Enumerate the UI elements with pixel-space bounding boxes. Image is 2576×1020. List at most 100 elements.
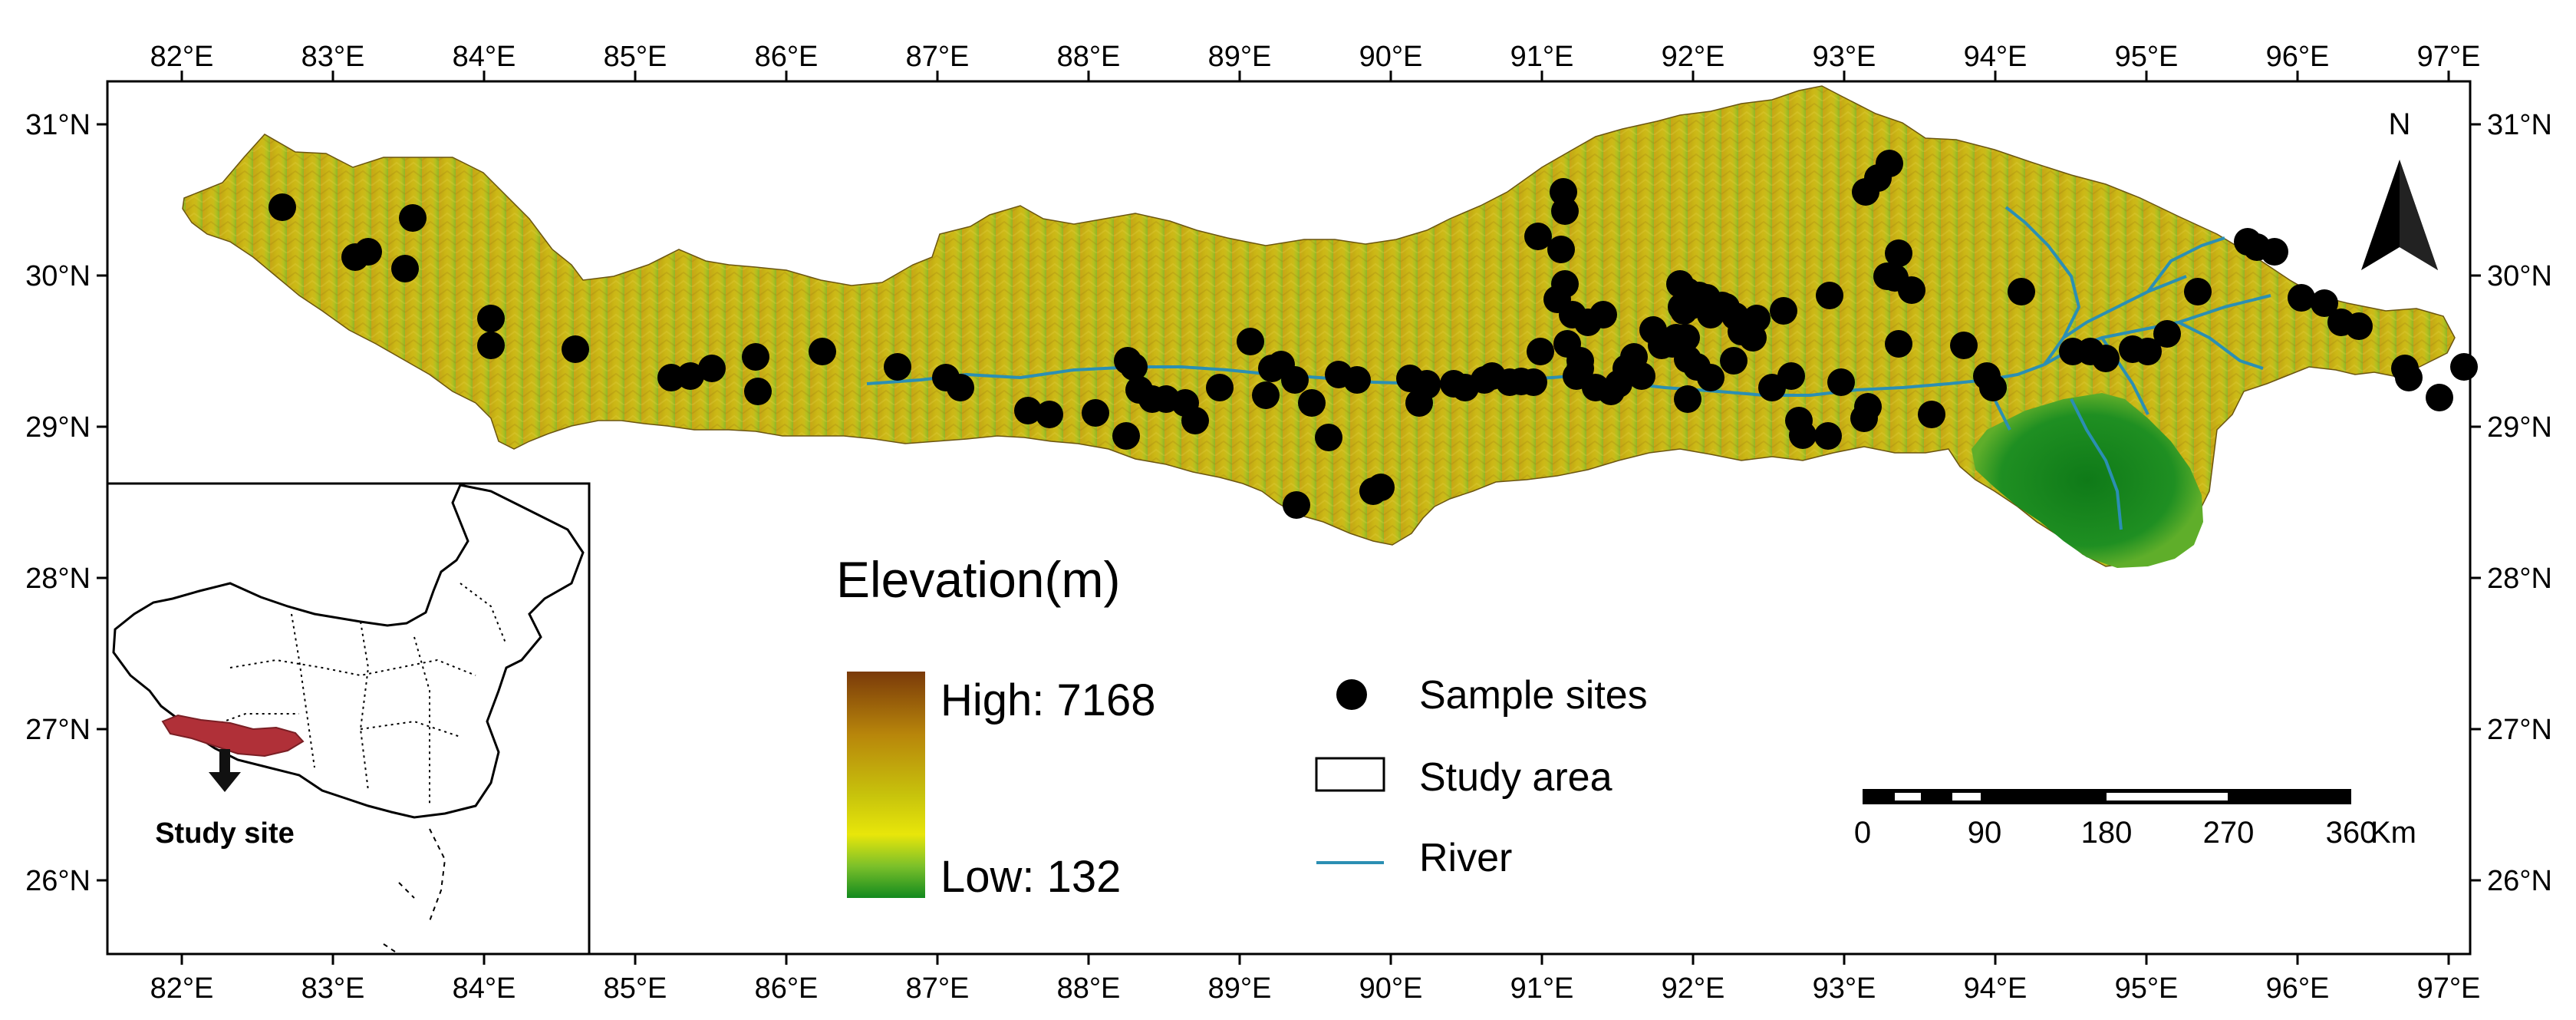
lon-label-top: 91°E (1510, 41, 1574, 73)
inset-arrow-icon (209, 749, 241, 792)
lon-label-bottom: 88°E (1057, 972, 1121, 1005)
sample-site-dot (1589, 301, 1617, 328)
sample-site-dot (2450, 353, 2478, 381)
lon-label-top: 95°E (2115, 41, 2179, 73)
sample-site-dot (1036, 401, 1063, 428)
symbol-legend: Sample sites Study area River (1315, 673, 1648, 880)
sample-site-dot (268, 193, 296, 221)
lon-label-bottom: 94°E (1964, 972, 2028, 1005)
lat-label-right: 29°N (2487, 411, 2552, 444)
lat-label-left: 26°N (25, 865, 91, 897)
sample-site-dot (1816, 282, 1843, 309)
scale-label-90: 90 (1968, 816, 2002, 850)
sample-site-symbol (1336, 679, 1367, 710)
sample-site-dot (1553, 330, 1581, 358)
sample-site-dot (1697, 364, 1724, 391)
lon-label-bottom: 96°E (2266, 972, 2330, 1005)
lat-label-left: 28°N (25, 563, 91, 595)
lon-label-bottom: 82°E (150, 972, 214, 1005)
sample-site-dot (1181, 407, 1209, 434)
sample-site-dot (1547, 236, 1575, 263)
sample-site-dot (1120, 353, 1148, 381)
sample-site-dot (1283, 491, 1310, 519)
inset-map: Study site (106, 482, 591, 956)
sample-site-dot (1413, 370, 1441, 398)
north-arrow-label: N (2389, 107, 2411, 141)
lat-label-right: 28°N (2487, 563, 2552, 595)
sample-site-dot (947, 374, 974, 401)
lon-label-top: 93°E (1813, 41, 1876, 73)
lon-label-top: 92°E (1662, 41, 1725, 73)
sample-site-dot (1014, 397, 1042, 424)
legend-river: River (1419, 836, 1512, 880)
legend-low-label: Low: 132 (940, 852, 1121, 902)
scale-bar: 0 90 180 270 360 Km (1854, 789, 2416, 850)
inset-islands (383, 828, 446, 952)
sample-site-dot (1343, 366, 1371, 394)
sample-site-dot (1777, 362, 1805, 390)
scale-label-0: 0 (1854, 816, 1871, 850)
sample-site-dot (1082, 399, 1109, 427)
lon-label-top: 88°E (1057, 41, 1121, 73)
legend-sample-sites: Sample sites (1419, 673, 1648, 718)
sample-site-dot (399, 204, 427, 232)
sample-site-dot (1720, 347, 1748, 375)
lon-label-top: 94°E (1964, 41, 2028, 73)
sample-site-dot (742, 343, 769, 371)
sample-site-dot (2288, 284, 2315, 312)
sample-site-dot (884, 353, 911, 381)
lat-label-right: 31°N (2487, 109, 2552, 141)
sample-site-dot (1520, 368, 1547, 396)
sample-site-dot (1298, 389, 1326, 417)
sample-site-dot (744, 378, 772, 405)
sample-site-dot (677, 362, 704, 390)
lon-label-bottom: 85°E (604, 972, 667, 1005)
sample-site-dot (809, 338, 836, 365)
sample-site-dot (1112, 422, 1140, 450)
sample-site-dot (1281, 366, 1309, 394)
study-area-terrain (182, 85, 2456, 567)
sample-site-dot (1252, 381, 1280, 409)
sample-site-dot (1918, 401, 1945, 428)
lon-label-bottom: 89°E (1208, 972, 1272, 1005)
sample-site-dot (1682, 289, 1709, 317)
lon-label-bottom: 87°E (906, 972, 970, 1005)
sample-site-dot (1814, 422, 1842, 450)
sample-site-dot (562, 335, 589, 363)
sample-site-dot (1743, 305, 1771, 332)
scale-label-270: 270 (2203, 816, 2255, 850)
sample-site-dot (1315, 424, 1342, 451)
sample-site-dot (2134, 338, 2162, 365)
sample-site-dot (2092, 345, 2120, 372)
north-arrow: N (2361, 107, 2438, 270)
elevation-legend: Elevation(m) High: 7168 Low: 132 (836, 551, 1156, 902)
study-area-symbol (1315, 757, 1385, 792)
sample-site-dot (1551, 197, 1579, 225)
sample-site-dot (1979, 374, 2007, 401)
lat-label-left: 30°N (25, 260, 91, 292)
sample-site-dot (1876, 150, 1903, 177)
lon-label-bottom: 97°E (2417, 972, 2481, 1005)
lon-label-bottom: 93°E (1813, 972, 1876, 1005)
sample-site-dot (1708, 292, 1736, 319)
lon-label-bottom: 86°E (755, 972, 819, 1005)
lon-label-top: 86°E (755, 41, 819, 73)
lon-label-bottom: 84°E (453, 972, 516, 1005)
lon-label-top: 84°E (453, 41, 516, 73)
sample-sites (268, 150, 2478, 519)
sample-site-dot (2426, 384, 2453, 411)
lat-label-right: 27°N (2487, 714, 2552, 746)
low-elevation-area (1972, 393, 2203, 568)
scale-unit: Km (2370, 816, 2416, 850)
legend-title: Elevation(m) (836, 551, 1120, 608)
sample-site-dot (2261, 238, 2288, 266)
sample-site-dot (1827, 368, 1855, 396)
sample-site-dot (1597, 378, 1625, 405)
sample-site-dot (2395, 364, 2423, 391)
sample-site-dot (698, 355, 726, 382)
lon-label-top: 82°E (150, 41, 214, 73)
lon-label-top: 83°E (301, 41, 365, 73)
lon-label-top: 87°E (906, 41, 970, 73)
lon-label-bottom: 83°E (301, 972, 365, 1005)
